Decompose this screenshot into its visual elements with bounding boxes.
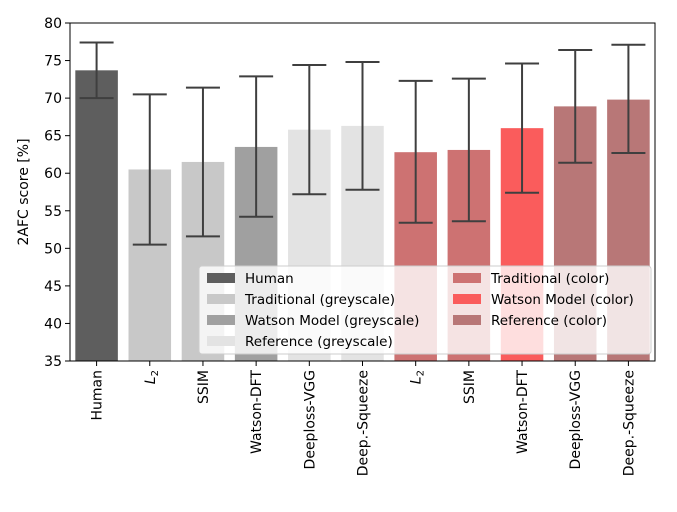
y-tick-label: 70 (44, 91, 62, 107)
y-tick-label: 60 (44, 166, 62, 182)
x-tick-label: SSIM (462, 370, 478, 404)
legend-swatch (207, 315, 235, 325)
y-tick-label: 75 (44, 54, 62, 70)
x-tick-label: L2 (409, 370, 427, 384)
legend-label: Reference (greyscale) (245, 334, 393, 350)
legend-swatch (207, 273, 235, 283)
y-tick-label: 40 (44, 316, 62, 332)
legend-label: Traditional (greyscale) (244, 292, 395, 308)
legend-swatch (453, 315, 481, 325)
legend-label: Watson Model (color) (491, 292, 634, 308)
legend-label: Traditional (color) (490, 271, 609, 287)
y-tick-label: 65 (44, 129, 62, 145)
x-tick-label: L2 (143, 370, 161, 384)
y-tick-label: 80 (44, 16, 62, 32)
legend-label: Human (245, 271, 294, 287)
y-tick-label: 45 (44, 279, 62, 295)
x-tick-label: Watson-DFT (249, 370, 265, 454)
bar (75, 70, 118, 361)
x-tick-label: Human (90, 370, 106, 421)
legend-label: Watson Model (greyscale) (245, 313, 419, 329)
y-tick-label: 35 (44, 354, 62, 370)
x-tick-label: Deep.-Squeeze (356, 370, 372, 476)
x-tick-label: Deeploss-VGG (568, 370, 584, 469)
y-axis-label: 2AFC score [%] (16, 138, 32, 245)
y-tick-label: 50 (44, 241, 62, 257)
legend-swatch (207, 294, 235, 304)
y-tick-label: 55 (44, 204, 62, 220)
x-tick-label: Watson-DFT (515, 370, 531, 454)
legend-swatch (207, 336, 235, 346)
legend-swatch (453, 273, 481, 283)
x-tick-label: Deeploss-VGG (302, 370, 318, 469)
x-tick-label: SSIM (196, 370, 212, 404)
legend-box (198, 265, 652, 355)
legend-swatch (453, 294, 481, 304)
legend-label: Reference (color) (491, 313, 607, 329)
x-tick-label: Deep.-Squeeze (621, 370, 637, 476)
